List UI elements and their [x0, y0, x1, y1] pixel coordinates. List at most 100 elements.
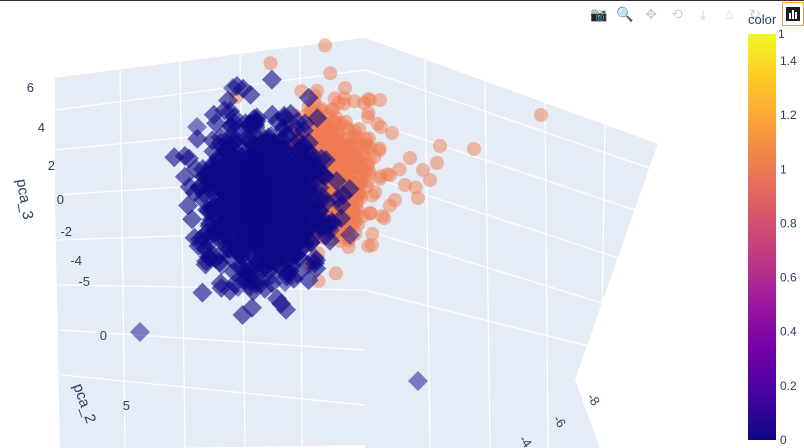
point-color-0	[130, 322, 150, 342]
point-color-0	[295, 150, 315, 171]
point-color-0	[212, 255, 232, 275]
point-color-0	[245, 114, 266, 135]
point-color-0	[282, 213, 303, 234]
point-color-1	[338, 81, 352, 95]
point-color-0	[223, 78, 243, 98]
point-color-1	[411, 191, 425, 205]
point-color-1	[348, 124, 362, 139]
floor-pane-right	[365, 380, 600, 448]
point-color-1	[398, 178, 412, 192]
point-color-1	[363, 205, 378, 220]
point-color-0	[290, 197, 310, 218]
colorbar-tick-label: 0.6	[780, 271, 797, 285]
grid-line	[364, 119, 651, 216]
point-color-0	[284, 245, 305, 266]
z-tick-label: 2	[48, 158, 55, 173]
z-tick-label: 6	[27, 80, 34, 95]
point-color-0	[202, 182, 222, 202]
point-color-0	[179, 176, 200, 197]
point-color-1	[351, 218, 365, 232]
point-color-0	[331, 195, 352, 215]
point-color-0	[251, 272, 272, 293]
point-color-1	[408, 180, 423, 195]
reset-icon[interactable]: ↻	[749, 5, 761, 22]
point-color-1	[385, 126, 399, 140]
point-color-1	[329, 110, 344, 125]
colorbar-tick-label: 1	[780, 162, 787, 176]
point-color-1	[365, 226, 380, 241]
point-color-1	[373, 93, 387, 107]
grid-line	[179, 61, 186, 448]
colorbar-tick-label: 0.8	[780, 217, 797, 231]
point-color-0	[238, 164, 259, 185]
grid-line	[61, 374, 366, 406]
point-color-1	[403, 151, 417, 165]
colorbar: 1.4 1.2 1 0.8 0.6 0.4 0.2 0	[748, 34, 797, 447]
colorbar-tick-label: 0.4	[780, 325, 797, 339]
point-color-0	[270, 137, 291, 158]
point-color-1	[534, 108, 548, 122]
point-color-0	[200, 233, 220, 253]
point-color-0	[307, 222, 328, 242]
point-color-0	[164, 147, 185, 168]
grid-line	[57, 284, 366, 291]
point-color-0	[275, 233, 295, 254]
point-color-0	[187, 128, 208, 149]
z-tick-label: -4	[70, 253, 82, 268]
legend-item[interactable]: 1	[778, 27, 785, 41]
scene-edge	[54, 36, 659, 144]
point-color-0	[182, 209, 203, 230]
grid-line	[599, 123, 606, 448]
home-icon[interactable]: ⌂	[724, 6, 734, 22]
point-color-0	[242, 297, 262, 318]
colorbar-tick-label: 1.4	[780, 54, 797, 68]
point-color-1	[357, 96, 371, 110]
grid-line	[484, 81, 491, 448]
colorbar-tick-label: 0	[780, 433, 787, 447]
point-color-1	[355, 160, 370, 175]
point-color-0	[249, 253, 270, 273]
point-color-0	[225, 131, 246, 152]
point-color-0	[262, 104, 283, 125]
point-color-1	[323, 66, 338, 81]
point-color-0	[223, 112, 244, 132]
orbit-icon[interactable]: ⟲	[671, 5, 683, 22]
z-tick-label: 0	[57, 192, 64, 207]
grid-line	[364, 289, 606, 351]
point-color-1	[263, 56, 278, 71]
point-color-1	[433, 139, 447, 153]
bar-chart-icon[interactable]	[782, 2, 804, 26]
y-tick-label: 5	[123, 398, 130, 413]
point-color-1	[383, 168, 397, 182]
point-color-1	[365, 238, 379, 252]
point-color-1	[423, 173, 437, 187]
point-color-0	[302, 186, 323, 207]
legend-title: color	[748, 12, 777, 27]
point-color-0	[210, 150, 231, 171]
scatter-points	[130, 38, 548, 391]
pan-icon[interactable]: ✥	[645, 5, 657, 22]
zoom-icon[interactable]: 🔍	[616, 5, 634, 22]
turntable-icon[interactable]: ⤓	[699, 5, 707, 22]
point-color-1	[430, 156, 444, 170]
point-color-0	[271, 293, 292, 314]
grid-line	[119, 69, 126, 448]
point-color-0	[275, 272, 295, 292]
point-color-1	[328, 266, 343, 281]
point-color-0	[217, 224, 238, 244]
grid-line	[364, 229, 626, 311]
point-color-0	[185, 158, 206, 179]
point-color-1	[370, 116, 385, 131]
z-tick-label: 4	[38, 120, 45, 135]
y-tick-label: 0	[100, 328, 107, 343]
grid-line	[544, 102, 549, 448]
point-color-0	[261, 69, 282, 90]
point-color-0	[254, 165, 275, 186]
point-color-1	[467, 142, 481, 156]
point-color-0	[210, 132, 231, 153]
camera-icon[interactable]: 📷	[590, 5, 608, 22]
grid-line	[424, 59, 431, 448]
grid-line	[54, 69, 366, 111]
point-color-0	[203, 104, 224, 125]
